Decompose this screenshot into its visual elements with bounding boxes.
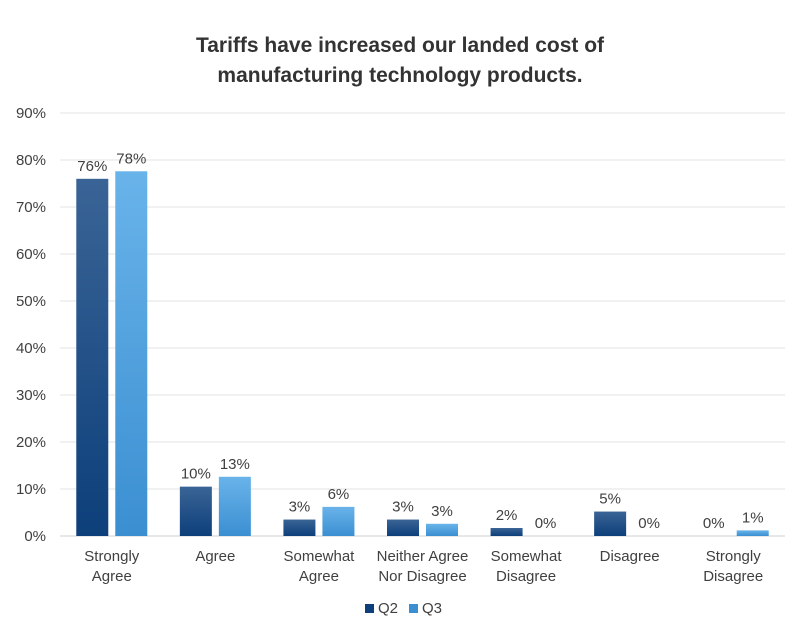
y-tick-label: 50% [16,293,46,310]
y-tick-label: 70% [16,199,46,216]
category-label: Strongly [706,548,762,565]
data-label: 0% [535,515,557,532]
x-axis-categories: Strongly Agree Agree Somewhat Agree Neither A… [84,548,763,585]
bar-q2 [594,511,627,536]
category-label: Somewhat [283,548,355,565]
category-label: Nor Disagree [378,568,466,585]
legend-swatch-q3 [409,604,418,613]
category-label: Strongly [84,548,140,565]
y-tick-label: 10% [16,481,46,498]
category-label: Disagree [703,568,763,585]
data-label: 5% [599,491,621,508]
chart-title: Tariffs have increased our landed cost o… [196,34,605,87]
bar-q2 [76,178,109,537]
category-label: Agree [299,568,339,585]
bar-q2 [283,519,316,536]
bar-q3 [115,171,148,536]
bar-q3 [322,506,355,536]
y-tick-label: 90% [16,105,46,122]
legend-label: Q3 [422,600,442,617]
category-label: Somewhat [491,548,563,565]
data-label: 2% [496,507,518,524]
y-tick-label: 30% [16,387,46,404]
bar-q3 [426,523,458,536]
bar-q2 [179,486,212,536]
data-label: 76% [77,158,107,175]
data-label: 78% [116,150,146,167]
bar-q2 [490,528,523,536]
data-label: 3% [289,499,311,516]
data-label: 3% [392,499,414,516]
bar-q3 [736,530,769,536]
legend-label: Q2 [378,600,398,617]
y-tick-label: 0% [24,528,46,545]
data-label: 0% [703,515,725,532]
chart-title-line: manufacturing technology products. [217,64,582,87]
bars [76,171,769,537]
data-label: 10% [181,466,211,483]
y-tick-label: 60% [16,246,46,263]
chart-title-line: Tariffs have increased our landed cost o… [196,34,605,57]
gridlines [60,112,785,537]
category-label: Agree [195,548,235,565]
category-label: Neither Agree [377,548,469,565]
category-label: Agree [92,568,132,585]
bar-q3 [218,476,251,536]
y-tick-label: 80% [16,152,46,169]
category-label: Disagree [496,568,556,585]
data-labels: 76% 78% 10% 13% 3% 6% 3% 3% 2% 0% 5% 0% 0% 1% [77,150,763,532]
bar-q2 [387,519,419,536]
legend-swatch-q2 [365,604,374,613]
legend: Q2 Q3 [365,600,442,617]
data-label: 6% [328,486,350,503]
data-label: 1% [742,509,764,526]
data-label: 3% [431,503,453,520]
y-tick-label: 20% [16,434,46,451]
category-label: Disagree [600,548,660,565]
data-label: 0% [638,515,660,532]
y-tick-label: 40% [16,340,46,357]
data-label: 13% [220,456,250,473]
y-axis-ticks: 0% 10% 20% 30% 40% 50% 60% 70% 80% 90% [16,105,46,545]
